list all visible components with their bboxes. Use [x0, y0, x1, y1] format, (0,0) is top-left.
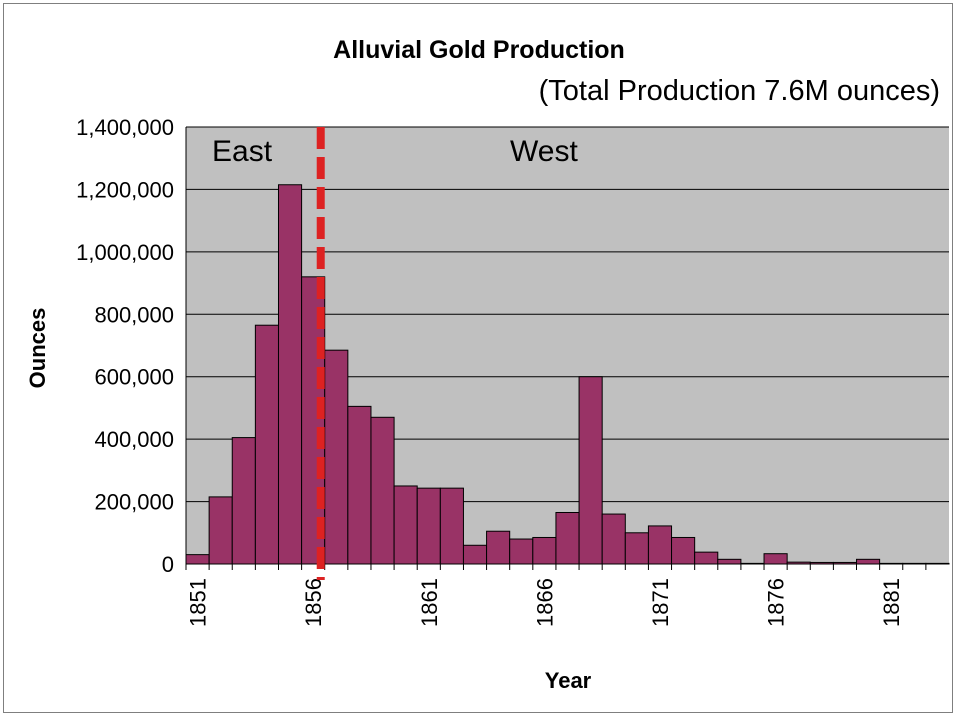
y-tick-label: 600,000 [94, 365, 174, 390]
bar [832, 561, 858, 565]
bars [185, 184, 950, 570]
bar [254, 324, 279, 565]
y-tick-label: 1,000,000 [76, 240, 174, 265]
bar [347, 405, 372, 565]
bar [416, 487, 441, 565]
bar [277, 184, 303, 565]
region-label-east: East [212, 135, 273, 168]
bar [555, 511, 580, 565]
bar [185, 554, 210, 565]
y-tick-label: 200,000 [94, 490, 174, 515]
region-label-west: West [510, 135, 578, 168]
bar [370, 416, 395, 565]
bar [462, 544, 488, 565]
x-tick-label: 1866 [532, 578, 557, 627]
chart-frame: Alluvial Gold Production (Total Producti… [3, 3, 953, 713]
bar [231, 437, 256, 565]
y-tick-label: 400,000 [94, 427, 174, 452]
x-tick-label: 1881 [879, 578, 904, 627]
x-tick-labels: 1851 1856 1861 1866 1871 1876 1881 [186, 578, 905, 627]
bar [624, 532, 649, 565]
bar [856, 558, 881, 565]
x-tick-label: 1856 [301, 578, 326, 627]
bar [717, 558, 742, 565]
bar [532, 536, 557, 565]
y-tick-labels: 0 200,000 400,000 600,000 800,000 1,000,000 1,… [76, 115, 174, 577]
x-tick-label: 1876 [764, 578, 789, 627]
bar [647, 525, 673, 565]
bar [509, 538, 534, 565]
y-tick-label: 1,200,000 [76, 177, 174, 202]
bar [208, 496, 233, 565]
x-tick-label: 1861 [417, 578, 442, 627]
bar [786, 561, 811, 565]
y-axis-label: Ounces [25, 308, 50, 389]
bar [578, 376, 603, 565]
x-axis-label: Year [545, 668, 592, 693]
bar [763, 553, 788, 565]
x-tick-label: 1871 [648, 578, 673, 627]
bar [694, 551, 719, 565]
bar [486, 530, 511, 565]
bar [809, 561, 834, 565]
bar [393, 485, 418, 565]
y-tick-label: 0 [162, 552, 174, 577]
bar [439, 487, 464, 565]
bar [879, 562, 904, 565]
bar [740, 562, 765, 565]
bar [925, 562, 950, 565]
bar [324, 349, 349, 565]
chart-subtitle: (Total Production 7.6M ounces) [539, 75, 940, 107]
bar [601, 513, 626, 565]
bar [902, 562, 927, 565]
y-tick-label: 1,400,000 [76, 115, 174, 140]
y-tick-label: 800,000 [94, 302, 174, 327]
chart-title: Alluvial Gold Production [333, 36, 625, 64]
x-tick-label: 1851 [186, 578, 211, 627]
chart-svg: Alluvial Gold Production (Total Producti… [25, 36, 950, 693]
bar [671, 536, 696, 565]
